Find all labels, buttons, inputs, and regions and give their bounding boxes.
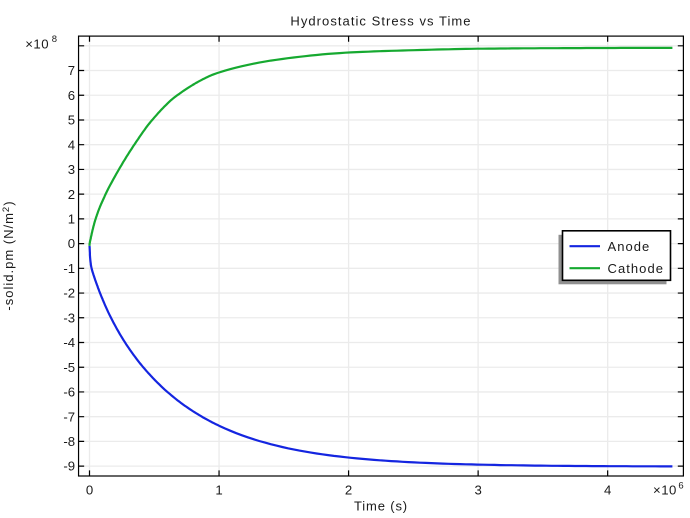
svg-text:Anode: Anode: [608, 239, 651, 254]
svg-text:Time (s): Time (s): [354, 499, 408, 514]
svg-text:2: 2: [345, 483, 352, 498]
svg-text:-9: -9: [63, 459, 75, 474]
svg-text:-6: -6: [63, 385, 75, 400]
svg-text:×10: ×10: [25, 36, 49, 51]
svg-text:Hydrostatic Stress vs Time: Hydrostatic Stress vs Time: [290, 14, 471, 29]
svg-text:6: 6: [678, 481, 683, 492]
svg-text:Cathode: Cathode: [608, 261, 665, 276]
svg-text:-3: -3: [63, 310, 75, 325]
svg-text:-4: -4: [63, 335, 75, 350]
svg-text:8: 8: [52, 34, 57, 45]
svg-text:-1: -1: [63, 261, 75, 276]
svg-text:×10: ×10: [653, 483, 677, 498]
svg-text:2: 2: [68, 187, 75, 202]
svg-text:-5: -5: [63, 360, 75, 375]
svg-text:4: 4: [604, 483, 611, 498]
svg-text:3: 3: [474, 483, 481, 498]
svg-text:-2: -2: [63, 286, 75, 301]
svg-text:4: 4: [68, 137, 75, 152]
svg-text:5: 5: [68, 113, 75, 128]
svg-text:-7: -7: [63, 409, 75, 424]
svg-text:0: 0: [86, 483, 93, 498]
svg-text:7: 7: [68, 63, 75, 78]
svg-text:-solid.pm (N/m2): -solid.pm (N/m2): [1, 200, 16, 310]
svg-text:1: 1: [215, 483, 222, 498]
svg-text:6: 6: [68, 88, 75, 103]
svg-text:3: 3: [68, 162, 75, 177]
svg-text:1: 1: [68, 211, 75, 226]
svg-text:-8: -8: [63, 434, 75, 449]
svg-text:0: 0: [68, 236, 75, 251]
